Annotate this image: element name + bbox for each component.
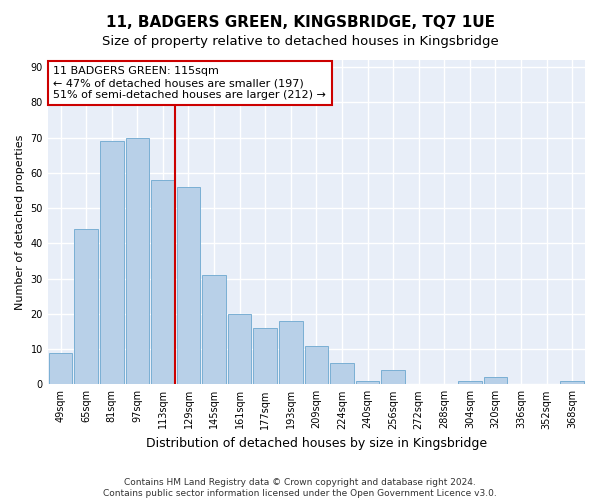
Text: Contains HM Land Registry data © Crown copyright and database right 2024.
Contai: Contains HM Land Registry data © Crown c… — [103, 478, 497, 498]
Bar — [100, 141, 124, 384]
Bar — [356, 381, 379, 384]
X-axis label: Distribution of detached houses by size in Kingsbridge: Distribution of detached houses by size … — [146, 437, 487, 450]
Bar — [151, 180, 175, 384]
Y-axis label: Number of detached properties: Number of detached properties — [15, 134, 25, 310]
Bar — [484, 378, 507, 384]
Bar — [177, 187, 200, 384]
Bar — [125, 138, 149, 384]
Bar — [49, 352, 73, 384]
Text: 11, BADGERS GREEN, KINGSBRIDGE, TQ7 1UE: 11, BADGERS GREEN, KINGSBRIDGE, TQ7 1UE — [106, 15, 494, 30]
Bar — [253, 328, 277, 384]
Bar — [458, 381, 482, 384]
Text: Size of property relative to detached houses in Kingsbridge: Size of property relative to detached ho… — [101, 35, 499, 48]
Bar — [202, 275, 226, 384]
Bar — [382, 370, 405, 384]
Bar — [330, 363, 354, 384]
Bar — [560, 381, 584, 384]
Bar — [305, 346, 328, 385]
Text: 11 BADGERS GREEN: 115sqm
← 47% of detached houses are smaller (197)
51% of semi-: 11 BADGERS GREEN: 115sqm ← 47% of detach… — [53, 66, 326, 100]
Bar — [228, 314, 251, 384]
Bar — [74, 229, 98, 384]
Bar — [279, 321, 302, 384]
